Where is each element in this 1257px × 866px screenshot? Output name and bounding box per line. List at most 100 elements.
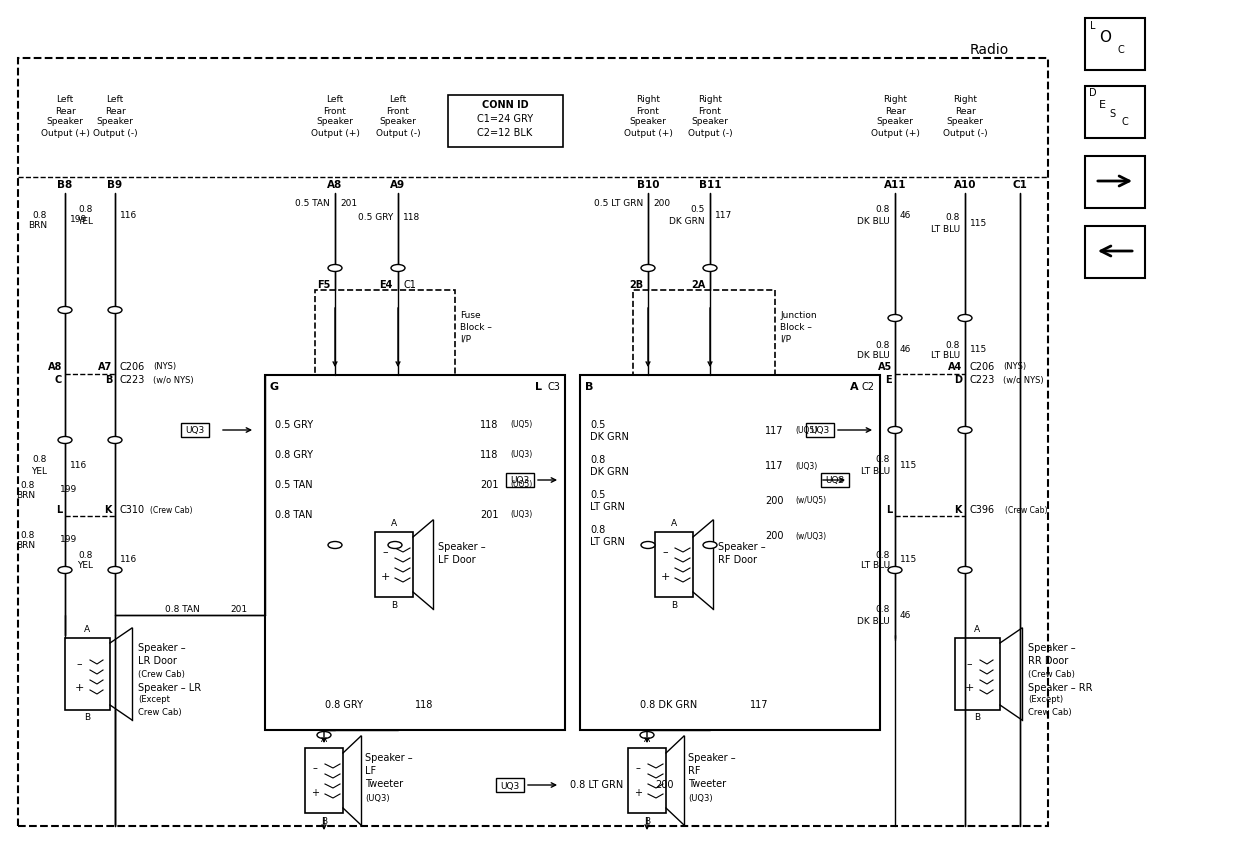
- Text: Speaker –: Speaker –: [437, 542, 485, 552]
- Text: Radio: Radio: [970, 43, 1009, 57]
- Text: (NYS): (NYS): [153, 363, 176, 372]
- Text: 0.8: 0.8: [876, 456, 890, 464]
- Text: A4: A4: [948, 362, 962, 372]
- Bar: [1085, 156, 1145, 208]
- Text: C1: C1: [1013, 180, 1027, 190]
- Ellipse shape: [958, 566, 972, 573]
- Text: Block –: Block –: [460, 322, 491, 332]
- Text: 118: 118: [480, 420, 498, 430]
- Text: (Crew Cab): (Crew Cab): [1006, 506, 1047, 514]
- Ellipse shape: [640, 732, 654, 739]
- Text: B: B: [84, 714, 91, 722]
- Text: 118: 118: [415, 700, 434, 710]
- Text: 2A: 2A: [691, 280, 705, 290]
- Text: +: +: [964, 683, 974, 693]
- Text: D: D: [954, 375, 962, 385]
- Text: (Except: (Except: [138, 695, 170, 705]
- Text: DK BLU: DK BLU: [857, 352, 890, 360]
- Text: A11: A11: [884, 180, 906, 190]
- Text: +: +: [310, 788, 319, 798]
- Ellipse shape: [108, 566, 122, 573]
- Text: 117: 117: [750, 700, 768, 710]
- Text: Output (-): Output (-): [376, 128, 420, 138]
- Text: C1=24 GRY: C1=24 GRY: [476, 114, 533, 124]
- Bar: [316, 290, 455, 375]
- Ellipse shape: [958, 426, 972, 434]
- Text: Output (-): Output (-): [93, 128, 137, 138]
- Text: Output (+): Output (+): [40, 128, 89, 138]
- Text: 117: 117: [766, 426, 783, 436]
- Text: 0.5 TAN: 0.5 TAN: [295, 198, 331, 208]
- Ellipse shape: [641, 541, 655, 548]
- Text: LT GRN: LT GRN: [590, 537, 625, 547]
- Text: K: K: [954, 505, 962, 515]
- Ellipse shape: [108, 307, 122, 313]
- Text: Output (+): Output (+): [623, 128, 672, 138]
- Bar: [18, 58, 1048, 826]
- Text: L: L: [1090, 21, 1096, 31]
- Text: Speaker –: Speaker –: [138, 643, 186, 653]
- Text: 0.5: 0.5: [690, 205, 705, 215]
- Text: B11: B11: [699, 180, 722, 190]
- Text: Speaker: Speaker: [47, 118, 83, 126]
- Text: 0.8 LT GRN: 0.8 LT GRN: [569, 780, 623, 790]
- Text: 117: 117: [715, 210, 733, 219]
- Text: Tweeter: Tweeter: [688, 779, 727, 789]
- Text: (UQ5): (UQ5): [510, 481, 532, 489]
- Text: E: E: [1099, 100, 1106, 110]
- Text: (Crew Cab): (Crew Cab): [1028, 669, 1075, 678]
- Text: DK BLU: DK BLU: [857, 617, 890, 625]
- Text: Left: Left: [57, 95, 74, 105]
- Text: Block –: Block –: [781, 322, 812, 332]
- Text: (UQ3): (UQ3): [365, 793, 390, 803]
- Text: Speaker –: Speaker –: [688, 753, 735, 763]
- Text: UQ3: UQ3: [510, 476, 529, 486]
- Text: B10: B10: [637, 180, 659, 190]
- Text: Speaker –: Speaker –: [718, 542, 766, 552]
- Bar: [579, 375, 880, 730]
- Text: UQ3: UQ3: [811, 426, 830, 436]
- Text: (w/o NYS): (w/o NYS): [1003, 376, 1043, 385]
- Text: A7: A7: [98, 362, 112, 372]
- Ellipse shape: [388, 541, 402, 548]
- Text: A: A: [850, 382, 859, 392]
- Text: 115: 115: [900, 555, 918, 565]
- Text: (UQ3): (UQ3): [794, 462, 817, 470]
- Text: F5: F5: [317, 280, 331, 290]
- Text: LT BLU: LT BLU: [861, 467, 890, 475]
- Text: 0.8 TAN: 0.8 TAN: [275, 510, 313, 520]
- Text: Right: Right: [636, 95, 660, 105]
- Bar: [628, 748, 666, 813]
- Text: 0.5 GRY: 0.5 GRY: [358, 214, 393, 223]
- Text: (w/UQ5): (w/UQ5): [794, 496, 826, 506]
- Text: Speaker: Speaker: [630, 118, 666, 126]
- Bar: [955, 638, 1001, 710]
- Text: C396: C396: [970, 505, 996, 515]
- Ellipse shape: [108, 436, 122, 443]
- Text: Output (+): Output (+): [871, 128, 919, 138]
- Ellipse shape: [703, 264, 716, 272]
- Bar: [806, 423, 833, 437]
- Text: 0.8: 0.8: [876, 340, 890, 350]
- Text: 200: 200: [652, 198, 670, 208]
- Text: 118: 118: [403, 214, 420, 223]
- Text: RF: RF: [688, 766, 700, 776]
- Text: C1: C1: [403, 280, 416, 290]
- Text: 0.8: 0.8: [590, 455, 606, 465]
- Text: A8: A8: [48, 362, 62, 372]
- Text: B: B: [104, 375, 112, 385]
- Ellipse shape: [317, 732, 331, 739]
- Text: B: B: [644, 817, 650, 825]
- Text: 200: 200: [655, 780, 674, 790]
- Text: YEL: YEL: [77, 216, 93, 225]
- Text: Fuse: Fuse: [460, 311, 480, 320]
- Text: +: +: [381, 572, 390, 582]
- Text: D: D: [1089, 88, 1096, 98]
- Text: 0.8 GRY: 0.8 GRY: [275, 450, 313, 460]
- Bar: [305, 748, 343, 813]
- Text: 0.5: 0.5: [590, 420, 606, 430]
- Text: UQ3: UQ3: [500, 781, 519, 791]
- Text: Speaker: Speaker: [876, 118, 914, 126]
- Text: 0.8 TAN: 0.8 TAN: [165, 605, 200, 615]
- Text: Right: Right: [953, 95, 977, 105]
